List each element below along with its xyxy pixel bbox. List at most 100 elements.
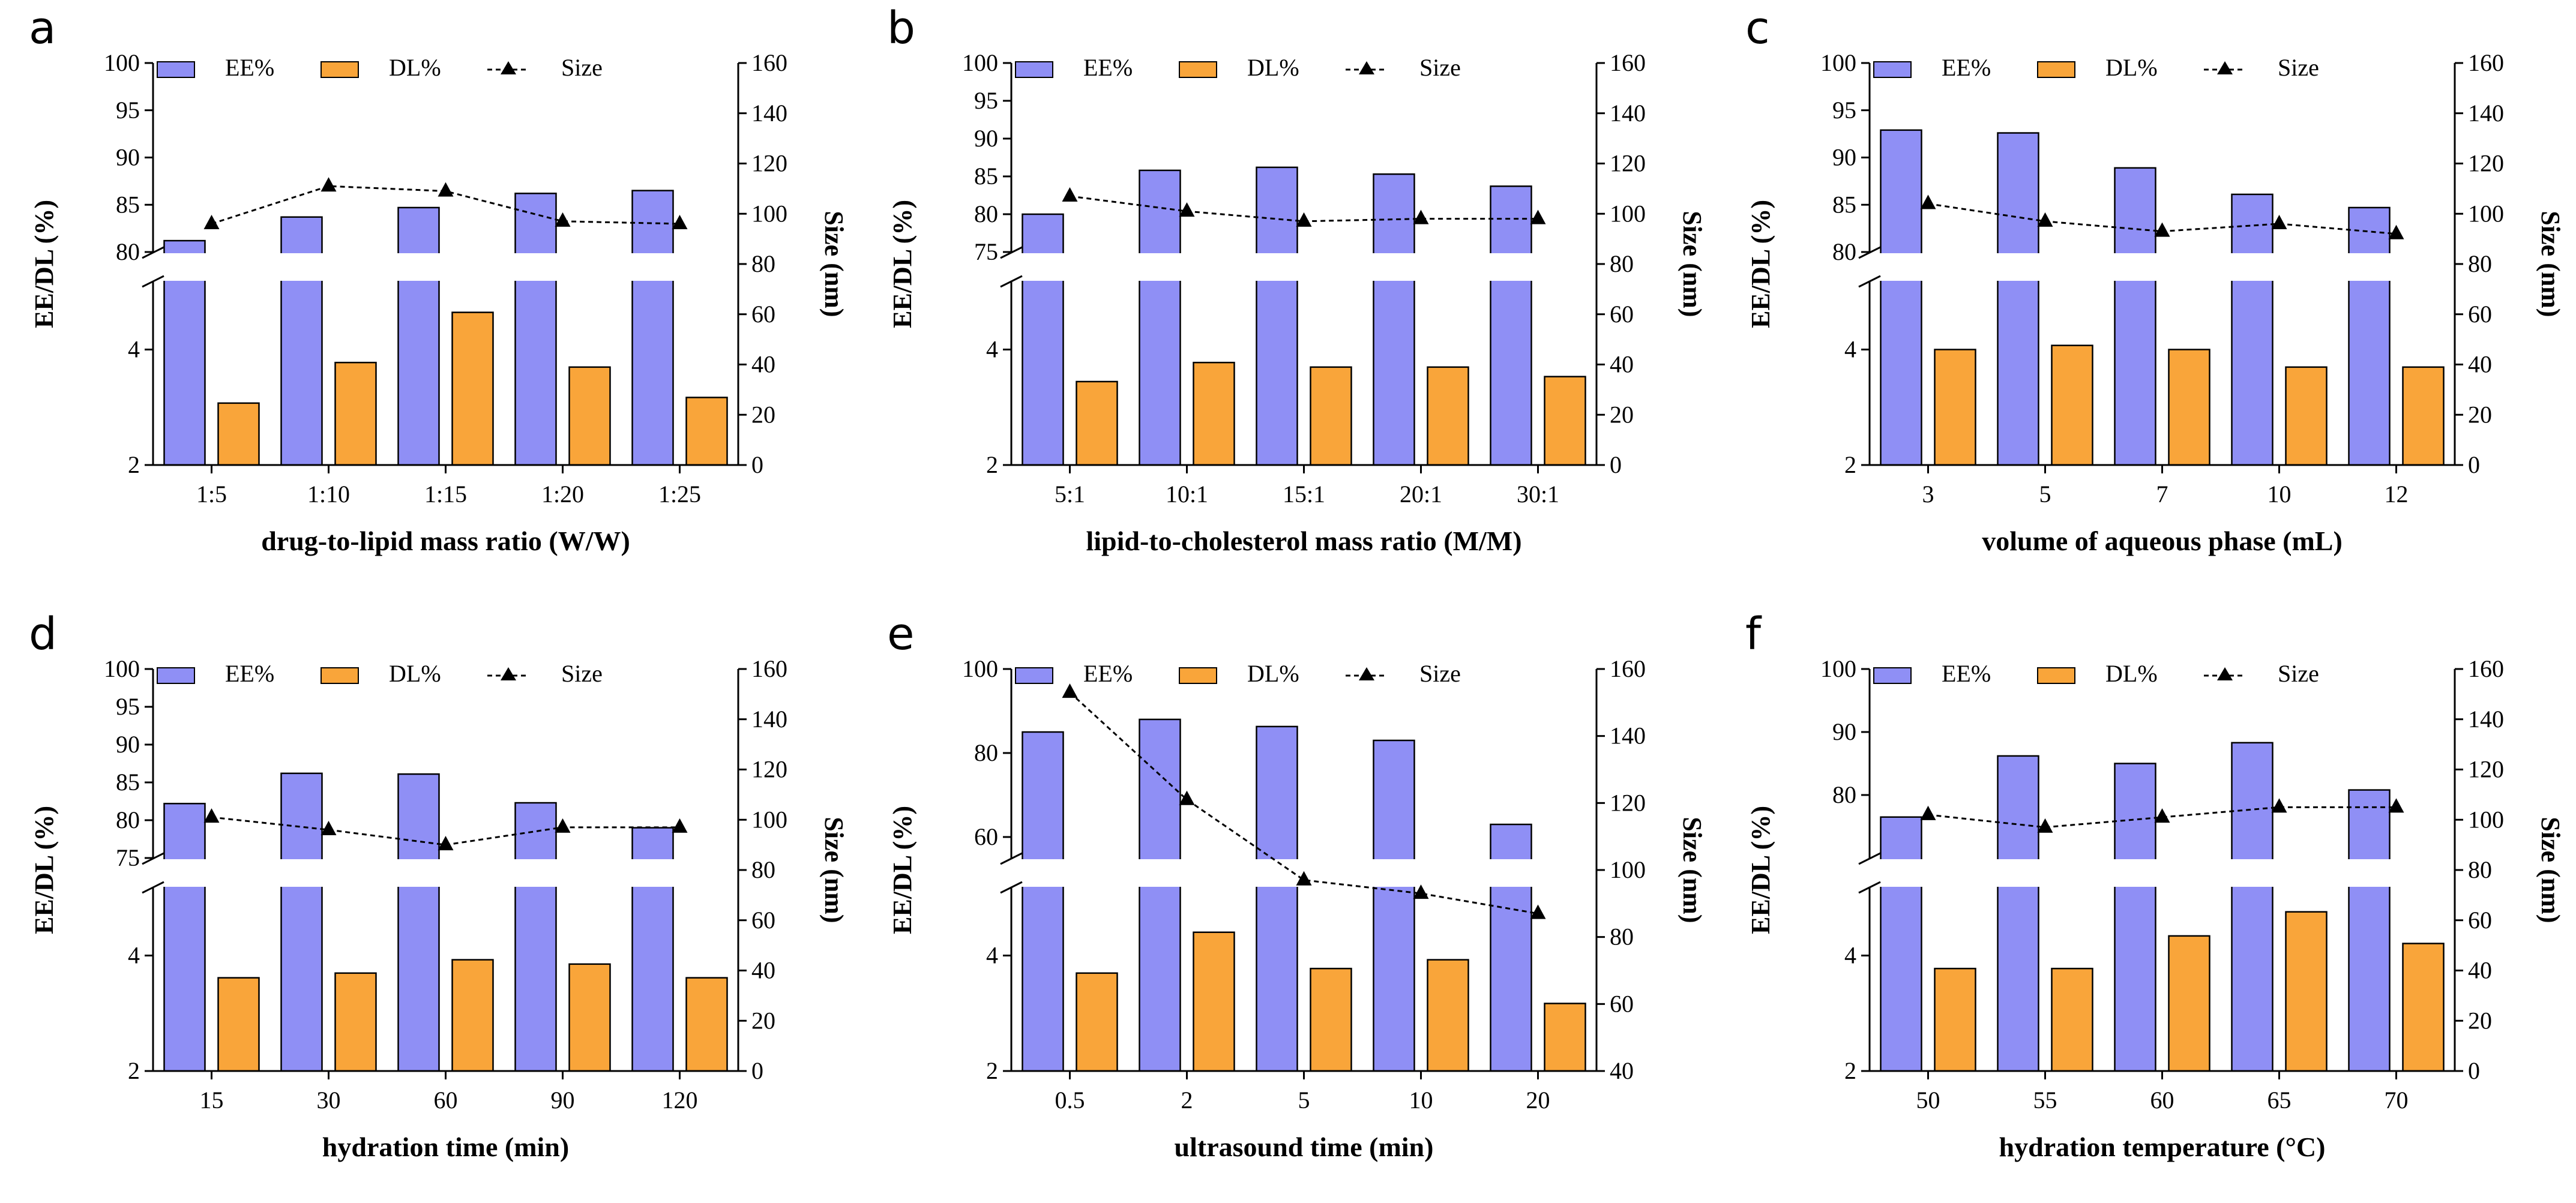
marker-size-0 [1062,683,1078,698]
marker-size-1 [320,821,337,835]
y-axis-title: EE/DL (%) [29,806,59,934]
y2-tick-label: 100 [751,806,787,833]
axis-break-gap [1852,253,2456,281]
x-tick-label: 5:1 [1055,481,1085,508]
axis-break-mark-upper [1000,852,1023,865]
x-tick-label: 20:1 [1400,481,1442,508]
y2-tick-label: 160 [751,49,787,76]
y-tick-label-lower: 2 [128,1057,140,1084]
marker-size-2 [438,182,454,197]
bar-dl-1 [2051,967,2093,1072]
bar-ee-3 [514,193,557,466]
y2-tick-label: 20 [751,1007,775,1034]
bar-dl-0 [1076,380,1118,466]
bar-dl-4 [2402,366,2445,466]
y2-tick-label: 100 [1610,856,1646,883]
y-tick-label-lower: 4 [1844,942,1856,969]
y-tick-label-upper: 95 [1832,97,1856,124]
marker-size-0 [203,215,220,229]
axis-break-mark-lower [1858,275,1881,288]
bar-dl-1 [1193,931,1235,1072]
legend-swatch-dl [1179,61,1217,78]
x-tick-label: 15 [200,1087,224,1114]
marker-size-4 [1530,209,1546,224]
panel-letter: c [1745,2,1770,54]
bar-ee-1 [1139,169,1181,466]
x-tick-label: 30 [317,1087,341,1114]
marker-size-1 [1179,790,1195,805]
legend-swatch-ee [1015,61,1053,78]
x-tick-label: 10:1 [1166,481,1208,508]
marker-size-4 [1530,904,1546,919]
x-tick-label: 90 [551,1087,575,1114]
legend-label-size: Size [561,54,603,81]
y2-tick-label: 40 [1610,351,1634,378]
legend: EE% DL% Size [1015,54,1461,81]
marker-size-0 [1920,194,1936,209]
y-tick-label-upper: 80 [116,238,140,265]
marker-size-2 [1296,212,1312,227]
marker-size-1 [1179,202,1195,217]
y2-tick-label: 140 [1610,100,1646,127]
bar-ee-3 [1373,739,1415,1072]
y-tick-label-lower: 4 [1844,336,1856,363]
y-tick-label-upper: 80 [116,806,140,833]
chart-panel-d: dEE% DL% Size75808590951002402040608010012… [29,608,849,1162]
y2-tick-label: 40 [751,351,775,378]
axis-break-mark-lower [1000,275,1023,288]
legend-label-size: Size [1419,660,1461,687]
y2-tick-label: 20 [1610,401,1634,428]
y2-tick-label: 100 [2468,806,2504,833]
x-tick-label: 2 [1181,1087,1193,1114]
y-tick-label-upper: 90 [116,731,140,758]
x-tick-label: 65 [2268,1087,2292,1114]
y-tick-label-upper: 80 [1832,781,1856,808]
y2-tick-label: 160 [2468,49,2504,76]
y-tick-label-upper: 80 [974,739,998,766]
legend-marker-size [2217,61,2233,74]
bar-dl-2 [2168,935,2210,1072]
y-tick-label-lower: 2 [1844,1057,1856,1084]
x-tick-label: 15:1 [1283,481,1325,508]
panel-letter: b [887,2,915,54]
y-tick-label-lower: 2 [128,451,140,478]
y2-tick-label: 40 [2468,351,2492,378]
x-tick-label: 70 [2385,1087,2409,1114]
y2-tick-label: 80 [751,856,775,883]
y-tick-label-lower: 4 [128,336,140,363]
y-tick-label-upper: 100 [962,655,998,682]
y-tick-label-upper: 95 [116,693,140,720]
bar-dl-2 [451,959,494,1072]
x-tick-label: 60 [434,1087,458,1114]
bar-dl-1 [1193,361,1235,466]
chart-panel-f: fEE% DL% Size80901002402040608010012014016… [1745,608,2565,1162]
axis-break-mark-upper [1858,852,1881,865]
y-axis-title: EE/DL (%) [1746,806,1775,934]
bar-ee-2 [1256,166,1298,466]
y-tick-label-upper: 85 [1832,191,1856,218]
bar-ee-3 [514,802,557,1072]
marker-size-3 [1413,884,1429,899]
bar-ee-2 [397,206,440,466]
y2-axis-title: Size (nm) [2536,211,2565,317]
axis-break-gap [135,859,739,887]
y-tick-label-upper: 75 [116,844,140,871]
marker-size-2 [1296,871,1312,886]
y2-tick-label: 120 [1610,789,1646,816]
bar-dl-0 [1076,972,1118,1072]
y2-tick-label: 160 [1610,49,1646,76]
y2-tick-label: 0 [751,451,763,478]
legend-label-size: Size [2278,660,2319,687]
x-tick-label: 5 [2039,481,2051,508]
y2-tick-label: 100 [1610,200,1646,227]
y2-tick-label: 140 [1610,722,1646,749]
x-tick-label: 55 [2033,1087,2057,1114]
legend: EE% DL% Size [1873,54,2319,81]
marker-size-1 [320,177,337,192]
y2-tick-label: 120 [1610,150,1646,177]
y2-tick-label: 0 [751,1057,763,1084]
bar-ee-4 [631,190,674,466]
bar-dl-0 [217,977,260,1072]
x-tick-label: 30:1 [1517,481,1559,508]
x-tick-label: 10 [1409,1087,1433,1114]
